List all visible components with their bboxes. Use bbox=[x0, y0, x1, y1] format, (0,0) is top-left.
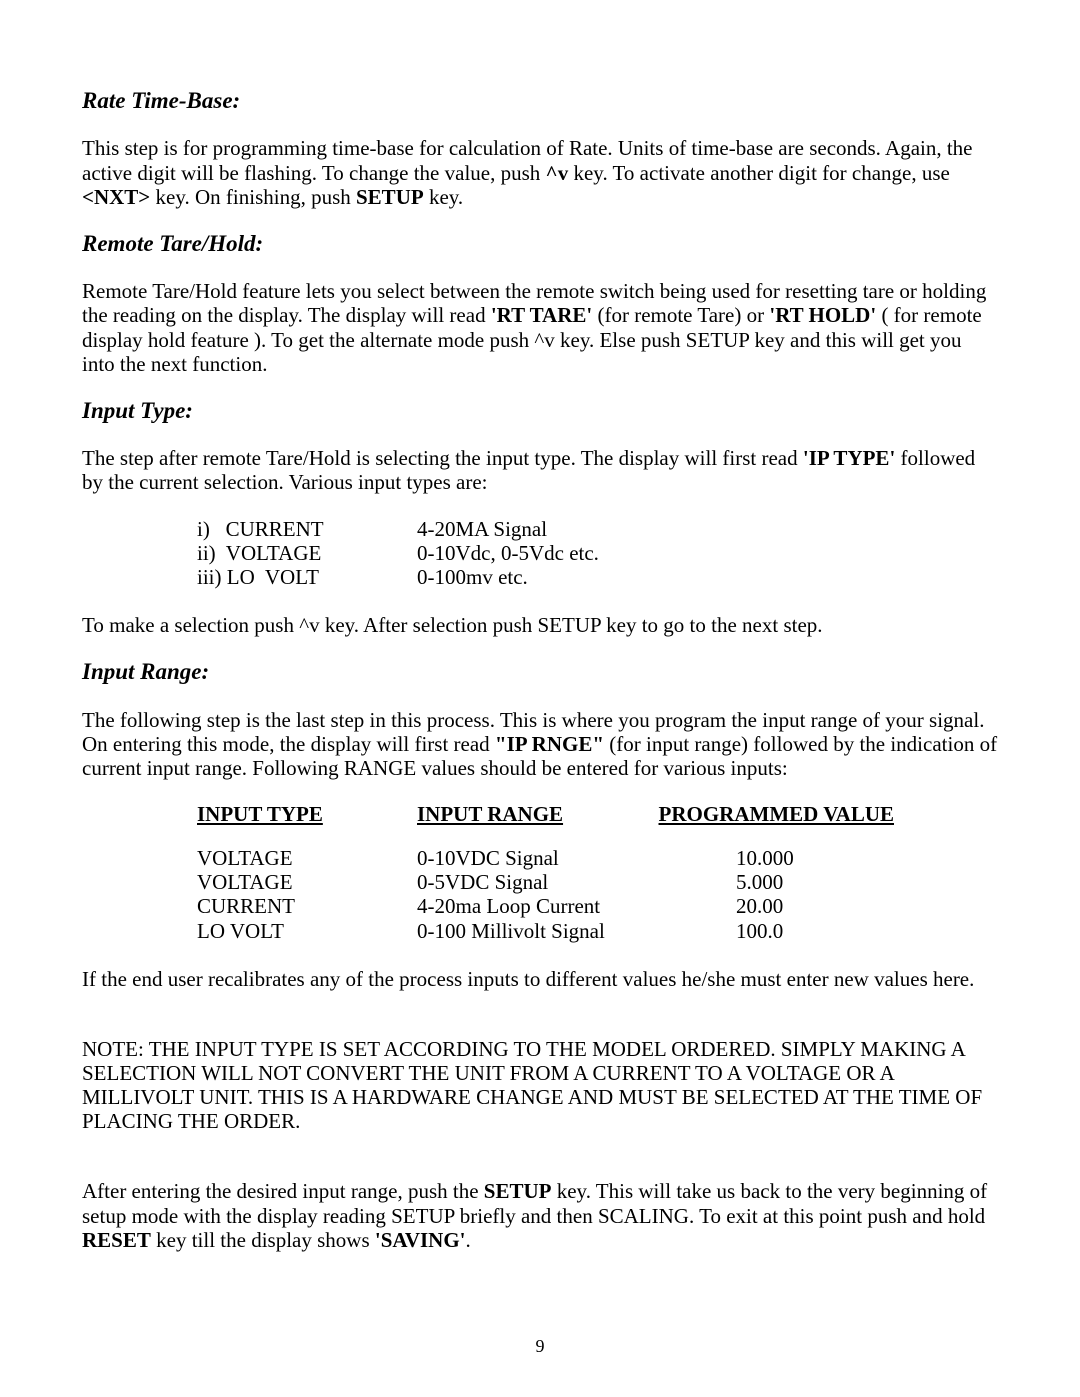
page-number: 9 bbox=[0, 1336, 1080, 1357]
cell-input-type: LO VOLT bbox=[197, 919, 417, 943]
text: key till the display shows bbox=[151, 1228, 375, 1252]
cell-programmed-value: 5.000 bbox=[642, 870, 922, 894]
list-item-desc: 0-10Vdc, 0-5Vdc etc. bbox=[417, 541, 998, 565]
display-label: 'RT HOLD' bbox=[769, 303, 876, 327]
cell-programmed-value: 20.00 bbox=[642, 894, 922, 918]
display-label: 'RT TARE' bbox=[491, 303, 592, 327]
list-item-desc: 0-100mv etc. bbox=[417, 565, 998, 589]
paragraph: This step is for programming time-base f… bbox=[82, 136, 998, 208]
key-label: SETUP bbox=[484, 1179, 552, 1203]
cell-input-range: 0-10VDC Signal bbox=[417, 846, 642, 870]
paragraph: To make a selection push ^v key. After s… bbox=[82, 613, 998, 637]
table-header-input-type: INPUT TYPE bbox=[197, 802, 417, 826]
text: (for remote Tare) or bbox=[592, 303, 769, 327]
display-label: 'SAVING' bbox=[375, 1228, 466, 1252]
cell-input-range: 0-100 Millivolt Signal bbox=[417, 919, 642, 943]
text: key. bbox=[424, 185, 463, 209]
paragraph: The following step is the last step in t… bbox=[82, 708, 998, 780]
list-item-label: ii) VOLTAGE bbox=[197, 541, 417, 565]
paragraph: Remote Tare/Hold feature lets you select… bbox=[82, 279, 998, 376]
list-item-label: i) CURRENT bbox=[197, 517, 417, 541]
table-row: VOLTAGE 0-10VDC Signal 10.000 bbox=[197, 846, 998, 870]
paragraph: If the end user recalibrates any of the … bbox=[82, 967, 998, 991]
table-header-input-range: INPUT RANGE bbox=[417, 802, 642, 826]
text: After entering the desired input range, … bbox=[82, 1179, 484, 1203]
paragraph: After entering the desired input range, … bbox=[82, 1179, 998, 1251]
text: The step after remote Tare/Hold is selec… bbox=[82, 446, 803, 470]
cell-programmed-value: 10.000 bbox=[642, 846, 922, 870]
list-item: i) CURRENT 4-20MA Signal bbox=[197, 517, 998, 541]
key-label: <NXT> bbox=[82, 185, 150, 209]
heading-rate-time-base: Rate Time-Base: bbox=[82, 88, 998, 114]
text: key. On finishing, push bbox=[150, 185, 356, 209]
text: . bbox=[466, 1228, 471, 1252]
text: key. To activate another digit for chang… bbox=[568, 161, 950, 185]
table-row: VOLTAGE 0-5VDC Signal 5.000 bbox=[197, 870, 998, 894]
key-label: ^v bbox=[546, 161, 569, 185]
display-label: "IP RNGE" bbox=[495, 732, 604, 756]
paragraph: The step after remote Tare/Hold is selec… bbox=[82, 446, 998, 494]
input-range-table: INPUT TYPE INPUT RANGE PROGRAMMED VALUE … bbox=[82, 802, 998, 943]
list-item: iii) LO VOLT 0-100mv etc. bbox=[197, 565, 998, 589]
cell-input-type: VOLTAGE bbox=[197, 870, 417, 894]
document-page: Rate Time-Base: This step is for program… bbox=[0, 0, 1080, 1397]
cell-input-type: VOLTAGE bbox=[197, 846, 417, 870]
cell-programmed-value: 100.0 bbox=[642, 919, 922, 943]
table-header-row: INPUT TYPE INPUT RANGE PROGRAMMED VALUE bbox=[197, 802, 998, 826]
list-item-label: iii) LO VOLT bbox=[197, 565, 417, 589]
table-row: LO VOLT 0-100 Millivolt Signal 100.0 bbox=[197, 919, 998, 943]
heading-remote-tare-hold: Remote Tare/Hold: bbox=[82, 231, 998, 257]
heading-input-range: Input Range: bbox=[82, 659, 998, 685]
list-item-desc: 4-20MA Signal bbox=[417, 517, 998, 541]
display-label: 'IP TYPE' bbox=[803, 446, 895, 470]
input-type-list: i) CURRENT 4-20MA Signal ii) VOLTAGE 0-1… bbox=[82, 517, 998, 589]
cell-input-range: 4-20ma Loop Current bbox=[417, 894, 642, 918]
table-row: CURRENT 4-20ma Loop Current 20.00 bbox=[197, 894, 998, 918]
key-label: RESET bbox=[82, 1228, 151, 1252]
cell-input-type: CURRENT bbox=[197, 894, 417, 918]
cell-input-range: 0-5VDC Signal bbox=[417, 870, 642, 894]
note-paragraph: NOTE: THE INPUT TYPE IS SET ACCORDING TO… bbox=[82, 1037, 998, 1134]
heading-input-type: Input Type: bbox=[82, 398, 998, 424]
key-label: SETUP bbox=[356, 185, 424, 209]
list-item: ii) VOLTAGE 0-10Vdc, 0-5Vdc etc. bbox=[197, 541, 998, 565]
table-header-programmed-value: PROGRAMMED VALUE bbox=[642, 802, 922, 826]
